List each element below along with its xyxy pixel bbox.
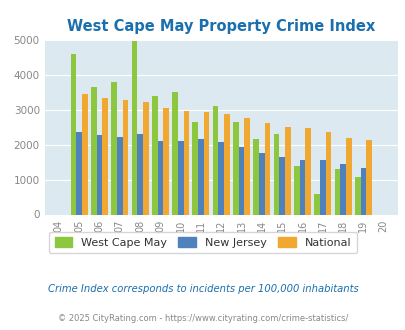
Bar: [334, 169, 339, 214]
Text: © 2025 CityRating.com - https://www.cityrating.com/crime-statistics/: © 2025 CityRating.com - https://www.city…: [58, 314, 347, 323]
Bar: [264, 123, 270, 214]
Bar: [122, 100, 128, 214]
Bar: [82, 94, 87, 214]
Bar: [305, 128, 310, 214]
Bar: [163, 108, 168, 214]
Title: West Cape May Property Crime Index: West Cape May Property Crime Index: [67, 19, 375, 34]
Bar: [177, 141, 183, 214]
Bar: [339, 164, 345, 214]
Bar: [273, 134, 279, 214]
Bar: [258, 153, 264, 215]
Bar: [253, 139, 258, 214]
Bar: [157, 141, 163, 214]
Bar: [91, 87, 96, 214]
Bar: [325, 132, 330, 214]
Bar: [313, 194, 319, 214]
Bar: [183, 111, 189, 214]
Bar: [360, 168, 365, 214]
Bar: [102, 98, 108, 214]
Bar: [76, 132, 82, 214]
Bar: [111, 82, 117, 214]
Bar: [299, 160, 305, 214]
Bar: [238, 147, 244, 214]
Bar: [279, 157, 284, 214]
Bar: [232, 122, 238, 214]
Bar: [96, 135, 102, 214]
Bar: [143, 102, 148, 214]
Bar: [354, 177, 360, 215]
Bar: [137, 134, 143, 214]
Bar: [319, 160, 325, 214]
Bar: [212, 106, 218, 214]
Bar: [218, 143, 224, 214]
Bar: [131, 41, 137, 214]
Bar: [365, 140, 371, 214]
Bar: [345, 138, 351, 214]
Bar: [244, 118, 249, 214]
Bar: [198, 139, 203, 214]
Bar: [117, 137, 122, 214]
Bar: [151, 96, 157, 214]
Bar: [172, 92, 177, 214]
Text: Crime Index corresponds to incidents per 100,000 inhabitants: Crime Index corresponds to incidents per…: [47, 284, 358, 294]
Legend: West Cape May, New Jersey, National: West Cape May, New Jersey, National: [49, 232, 356, 253]
Bar: [192, 122, 198, 214]
Bar: [284, 127, 290, 214]
Bar: [70, 53, 76, 214]
Bar: [203, 112, 209, 214]
Bar: [293, 166, 299, 214]
Bar: [224, 114, 229, 214]
